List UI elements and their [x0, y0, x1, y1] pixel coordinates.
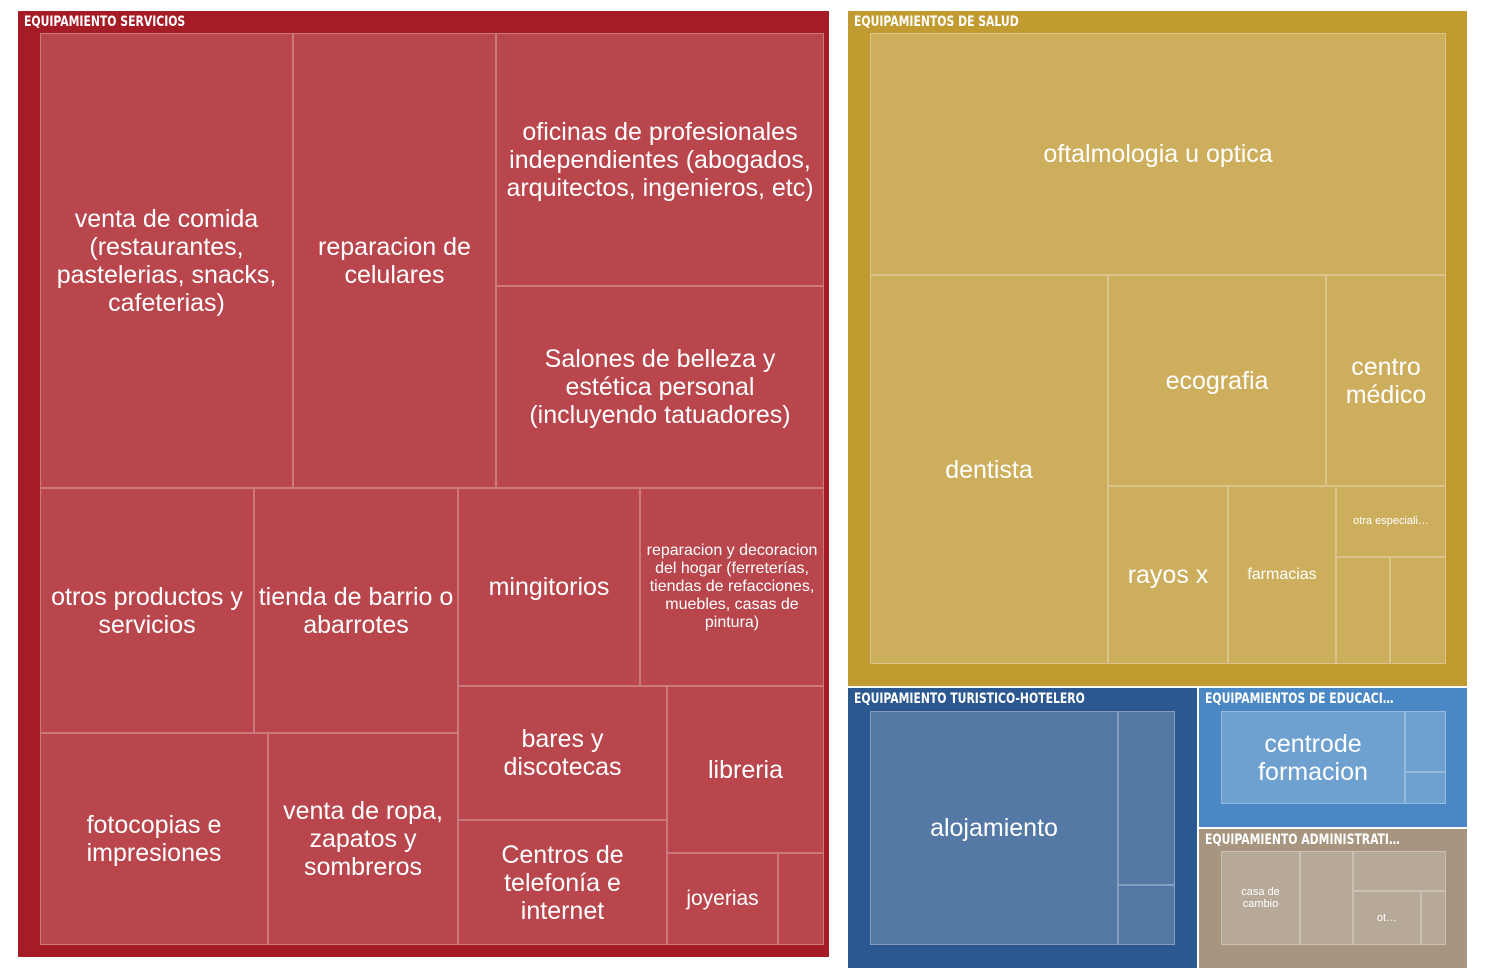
tile-label: Salones de belleza y estética personal (… [529, 345, 791, 429]
treemap-tile-unlabeled[interactable] [1405, 772, 1446, 804]
tile-label: venta de comida (restaurantes, pasteleri… [56, 204, 277, 317]
treemap-tile-dentista[interactable]: dentista [870, 275, 1108, 664]
tile-label: otra especiali… [1353, 515, 1429, 528]
tile-label: centrode formacion [1258, 729, 1368, 786]
treemap-tile-ecografia[interactable]: ecografia [1108, 275, 1326, 486]
treemap-tile-oftalmologia-u-optica[interactable]: oftalmologia u optica [870, 33, 1446, 275]
treemap-tile-unlabeled[interactable] [1405, 711, 1446, 772]
treemap-tile-libreria[interactable]: libreria [667, 686, 824, 853]
treemap-tile-venta-de-ropa-zapatos-y-sombreros[interactable]: venta de ropa, zapatos y sombreros [268, 733, 458, 945]
treemap-tile-reparacion-de-celulares[interactable]: reparacion de celulares [293, 33, 496, 488]
treemap-tile-centros-de-telefonia-e-internet[interactable]: Centros de telefonía e internet [458, 820, 667, 945]
treemap-tile-venta-de-comida-restaurantes-pastelerias[interactable]: venta de comida (restaurantes, pasteleri… [40, 33, 293, 488]
tile-label: Centros de telefonía e internet [501, 840, 624, 925]
group-title: EQUIPAMIENTO TURISTICO-HOTELERO [854, 691, 1085, 707]
group-title: EQUIPAMIENTOS DE EDUCACI… [1205, 691, 1394, 707]
treemap-group-administrativo[interactable]: EQUIPAMIENTO ADMINISTRATI… casa de cambio… [1199, 829, 1467, 968]
treemap-tile-casa-de-cambio[interactable]: casa de cambio [1221, 851, 1300, 945]
group-title: EQUIPAMIENTO SERVICIOS [24, 14, 186, 30]
treemap-group-turistico[interactable]: EQUIPAMIENTO TURISTICO-HOTELERO alojamien… [848, 688, 1197, 968]
treemap-tile-unlabeled[interactable] [1336, 557, 1390, 664]
treemap-tile-unlabeled[interactable] [1118, 885, 1175, 945]
tile-label: alojamiento [930, 814, 1058, 842]
treemap-tile-bares-y-discotecas[interactable]: bares y discotecas [458, 686, 667, 820]
tile-label: libreria [707, 755, 784, 784]
treemap-tile-mingitorios[interactable]: mingitorios [458, 488, 640, 686]
treemap-tile-fotocopias-e-impresiones[interactable]: fotocopias e impresiones [40, 733, 268, 945]
tile-label: tienda de barrio o abarrotes [258, 582, 454, 639]
treemap-tile-centro-medico[interactable]: centro médico [1326, 275, 1446, 486]
treemap-tile-unlabeled[interactable] [1421, 891, 1446, 945]
treemap-tile-reparacion-y-decoracion-del-hogar-ferret[interactable]: reparacion y decoracion del hogar (ferre… [640, 488, 824, 686]
tile-label: reparacion de celulares [318, 232, 471, 289]
treemap-tile-unlabeled[interactable] [1118, 711, 1175, 885]
tile-label: joyerias [686, 887, 759, 911]
treemap-tile-oficinas-de-profesionales-independientes[interactable]: oficinas de profesionales independientes… [496, 33, 824, 286]
tile-label: ot… [1376, 911, 1398, 924]
treemap-group-salud[interactable]: EQUIPAMIENTOS DE SALUD oftalmologia u opt… [848, 11, 1467, 686]
treemap-tile-tienda-de-barrio-o-abarrotes[interactable]: tienda de barrio o abarrotes [254, 488, 458, 733]
treemap-tile-joyerias[interactable]: joyerias [667, 853, 778, 945]
tile-label: rayos x [1127, 561, 1209, 589]
treemap-tile-otra-especiali[interactable]: otra especiali… [1336, 486, 1446, 557]
treemap-tile-rayos-x[interactable]: rayos x [1108, 486, 1228, 664]
treemap-tile-alojamiento[interactable]: alojamiento [870, 711, 1118, 945]
tile-label: oftalmologia u optica [1043, 140, 1273, 168]
tile-label: centro médico [1345, 352, 1427, 409]
treemap-tile-unlabeled[interactable] [1353, 851, 1446, 891]
treemap-tile-ot[interactable]: ot… [1353, 891, 1421, 945]
treemap-tile-centrode-formacion[interactable]: centrode formacion [1221, 711, 1405, 804]
tile-label: casa de cambio [1241, 885, 1280, 910]
treemap-group-educacion[interactable]: EQUIPAMIENTOS DE EDUCACI… centrode formac… [1199, 688, 1467, 827]
tile-label: fotocopias e impresiones [86, 811, 222, 867]
treemap-group-servicios[interactable]: EQUIPAMIENTO SERVICIOS venta de comida (r… [18, 11, 829, 957]
group-title: EQUIPAMIENTO ADMINISTRATI… [1205, 832, 1400, 848]
tile-label: oficinas de profesionales independientes… [506, 117, 814, 202]
group-title: EQUIPAMIENTOS DE SALUD [854, 14, 1019, 30]
tile-label: reparacion y decoracion del hogar (ferre… [646, 542, 818, 631]
tile-label: farmacias [1247, 566, 1317, 584]
tile-label: otros productos y servicios [51, 582, 243, 639]
tile-label: dentista [945, 455, 1033, 484]
treemap-tile-unlabeled[interactable] [778, 853, 824, 945]
treemap-tile-salones-de-belleza-y-estetica-personal-i[interactable]: Salones de belleza y estética personal (… [496, 286, 824, 488]
treemap-tile-unlabeled[interactable] [1300, 851, 1353, 945]
tile-label: mingitorios [488, 573, 610, 601]
tile-label: venta de ropa, zapatos y sombreros [283, 797, 443, 881]
tile-label: ecografia [1165, 366, 1269, 395]
treemap-tile-otros-productos-y-servicios[interactable]: otros productos y servicios [40, 488, 254, 733]
tile-label: bares y discotecas [503, 725, 622, 781]
treemap-tile-unlabeled[interactable] [1390, 557, 1446, 664]
treemap-tile-farmacias[interactable]: farmacias [1228, 486, 1336, 664]
